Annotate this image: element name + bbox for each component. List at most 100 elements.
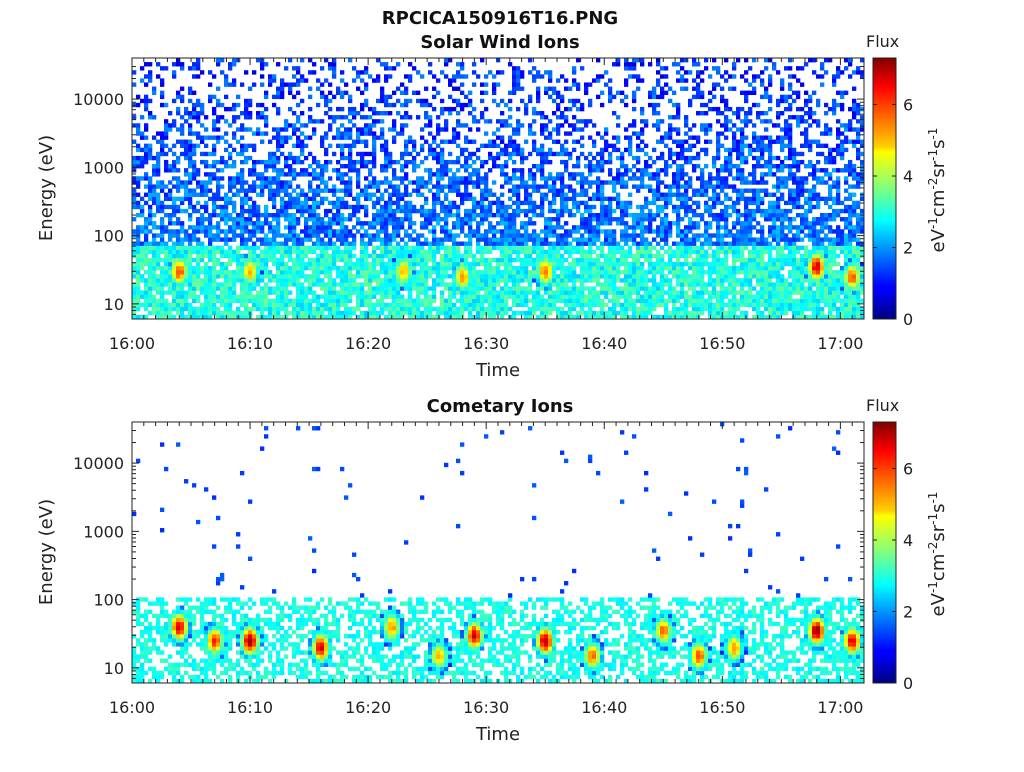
heatmap-cell — [460, 253, 465, 259]
heatmap-cell — [432, 192, 437, 197]
heatmap-cell — [556, 139, 561, 144]
heatmap-cell — [172, 290, 177, 295]
heatmap-cell — [584, 270, 589, 275]
heatmap-cell — [544, 127, 549, 132]
heatmap-cell — [576, 241, 581, 246]
heatmap-cell — [132, 302, 137, 308]
heatmap-cell — [312, 196, 317, 202]
heatmap-cell — [304, 245, 309, 250]
heatmap-cell — [644, 225, 649, 230]
heatmap-cell — [164, 290, 169, 295]
heatmap-cell — [428, 310, 433, 316]
heatmap-cell — [240, 172, 245, 177]
heatmap-cell — [164, 143, 169, 149]
heatmap-cell — [436, 159, 441, 165]
heatmap-cell — [460, 200, 465, 206]
heatmap-cell — [528, 261, 533, 267]
heatmap-cell — [468, 172, 473, 177]
heatmap-cell — [628, 290, 633, 295]
heatmap-cell — [424, 261, 429, 267]
heatmap-cell — [272, 225, 277, 230]
heatmap-cell — [516, 265, 521, 271]
heatmap-cell — [168, 229, 173, 234]
heatmap-cell — [444, 106, 449, 112]
heatmap-cell — [336, 290, 341, 295]
heatmap-cell — [180, 184, 185, 189]
heatmap-cell — [540, 253, 545, 259]
heatmap-cell — [220, 245, 225, 250]
heatmap-cell — [304, 229, 309, 234]
heatmap-cell — [608, 278, 613, 283]
heatmap-cell — [588, 135, 593, 140]
heatmap-cell — [408, 180, 413, 185]
heatmap-cell — [608, 249, 613, 255]
heatmap-cell — [340, 253, 345, 259]
heatmap-cell — [244, 278, 249, 283]
heatmap-cell — [532, 78, 537, 83]
heatmap-cell — [340, 131, 345, 136]
heatmap-cell — [148, 245, 153, 250]
heatmap-cell — [344, 245, 349, 250]
heatmap-cell — [420, 314, 425, 320]
heatmap-cell — [264, 306, 269, 312]
heatmap-cell — [632, 253, 637, 259]
heatmap-cell — [484, 249, 489, 255]
heatmap-cell — [380, 90, 385, 96]
heatmap-cell — [184, 245, 189, 250]
heatmap-cell — [180, 257, 185, 263]
heatmap-cell — [180, 98, 185, 104]
heatmap-cell — [444, 217, 449, 222]
heatmap-cell — [560, 123, 565, 128]
heatmap-cell — [616, 62, 621, 67]
heatmap-cell — [176, 159, 181, 165]
heatmap-cell — [208, 221, 213, 226]
heatmap-cell — [404, 176, 409, 181]
heatmap-cell — [636, 261, 641, 267]
heatmap-cell — [224, 270, 229, 275]
heatmap-cell — [440, 168, 445, 173]
heatmap-cell — [452, 159, 457, 165]
heatmap-cell — [276, 94, 281, 100]
heatmap-cell — [504, 151, 509, 157]
heatmap-cell — [632, 131, 637, 136]
heatmap-cell — [476, 225, 481, 230]
heatmap-cell — [416, 310, 421, 316]
heatmap-cell — [636, 168, 641, 173]
heatmap-cell — [204, 274, 209, 279]
heatmap-cell — [444, 298, 449, 303]
heatmap-cell — [500, 70, 505, 75]
heatmap-cell — [652, 282, 657, 287]
heatmap-cell — [416, 302, 421, 308]
heatmap-cell — [352, 261, 357, 267]
heatmap-cell — [656, 123, 661, 128]
heatmap-cell — [472, 257, 477, 263]
heatmap-cell — [380, 204, 385, 210]
heatmap-cell — [492, 257, 497, 263]
heatmap-cell — [484, 282, 489, 287]
heatmap-cell — [460, 90, 465, 96]
heatmap-cell — [524, 278, 529, 283]
heatmap-cell — [308, 151, 313, 157]
heatmap-cell — [404, 245, 409, 250]
heatmap-cell — [132, 286, 137, 291]
heatmap-cell — [340, 310, 345, 316]
heatmap-cell — [228, 196, 233, 202]
heatmap-cell — [568, 208, 573, 214]
heatmap-cell — [436, 127, 441, 132]
heatmap-cell — [464, 147, 469, 153]
heatmap-cell — [480, 208, 485, 214]
heatmap-cell — [236, 192, 241, 197]
heatmap-cell — [592, 286, 597, 291]
heatmap-cell — [356, 159, 361, 165]
heatmap-cell — [616, 310, 621, 316]
heatmap-cell — [504, 249, 509, 255]
heatmap-cell — [180, 306, 185, 312]
heatmap-cell — [200, 302, 205, 308]
heatmap-cell — [376, 245, 381, 250]
heatmap-cell — [188, 274, 193, 279]
heatmap-cell — [156, 196, 161, 202]
heatmap-cell — [304, 200, 309, 206]
heatmap-cell — [164, 282, 169, 287]
heatmap-cell — [416, 278, 421, 283]
heatmap-cell — [384, 225, 389, 230]
